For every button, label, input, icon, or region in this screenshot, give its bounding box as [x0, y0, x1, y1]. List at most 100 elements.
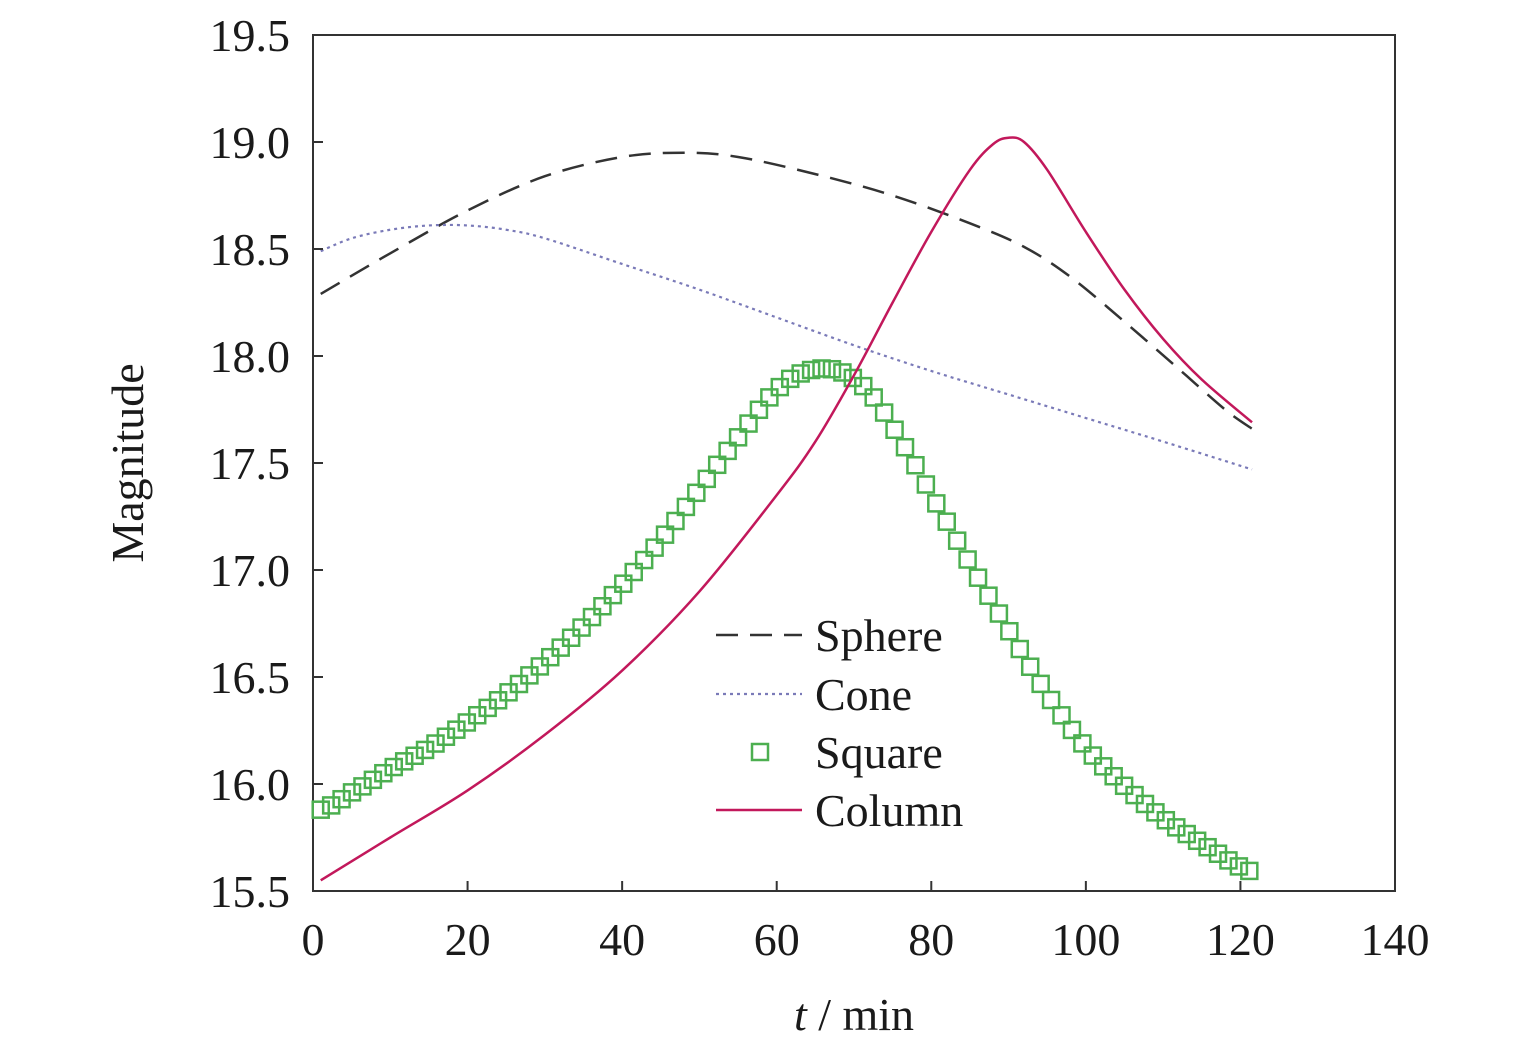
- y-tick-label: 16.0: [210, 759, 291, 810]
- series-square-point: [812, 359, 831, 378]
- series-square-point: [342, 783, 362, 802]
- series-square-point: [1010, 639, 1030, 659]
- series-square-point: [1041, 690, 1061, 710]
- plot-area: [311, 34, 1396, 892]
- series-square-point: [1229, 857, 1249, 876]
- x-tick-label: 100: [1051, 914, 1120, 965]
- x-tick-label: 40: [599, 914, 645, 965]
- series-square-point: [1020, 657, 1040, 676]
- series-square-point: [1062, 720, 1082, 740]
- series-square-point: [1052, 706, 1071, 725]
- y-axis-label: Magnitude: [102, 363, 153, 562]
- legend-label-square: Square: [815, 727, 943, 778]
- legend-label-column: Column: [815, 785, 963, 836]
- series-square-point: [541, 647, 560, 667]
- series-square-point: [572, 618, 591, 637]
- series-column-line: [320, 136, 1253, 882]
- series-square-point: [394, 752, 414, 771]
- legend-label-sphere: Sphere: [815, 610, 943, 661]
- series-square-point: [666, 511, 685, 531]
- series-square-point: [989, 604, 1009, 623]
- series-square-point: [1208, 844, 1228, 863]
- series-square-point: [634, 550, 654, 570]
- series-square-point: [363, 770, 383, 790]
- series-square-point: [384, 757, 404, 777]
- series-square-point: [749, 400, 769, 420]
- y-axis-ticks: 15.5 16.0 16.5 17.0 17.5 18.0 18.5 19.0 19.5: [210, 10, 323, 917]
- series-square-point: [655, 525, 675, 544]
- series-square-point: [1000, 621, 1019, 641]
- series-square-point: [864, 388, 883, 407]
- series-square-point: [728, 428, 748, 447]
- series-square-point: [906, 456, 925, 475]
- series-square-point: [1031, 674, 1050, 694]
- series-square-point: [895, 437, 915, 457]
- x-tick-label: 60: [754, 914, 800, 965]
- series-square-point: [958, 550, 977, 569]
- series-square-point: [1093, 757, 1113, 776]
- legend: Sphere Cone Square Column: [716, 610, 963, 836]
- x-tick-label: 0: [302, 914, 325, 965]
- series-cone-line: [320, 223, 1253, 471]
- series-square-point: [530, 657, 550, 676]
- series-square-point: [593, 597, 612, 616]
- series-square-point: [321, 796, 341, 815]
- series-square-point: [676, 497, 696, 517]
- series-square-point: [780, 369, 800, 389]
- series-square-point: [916, 475, 936, 494]
- series-square-point: [1104, 766, 1123, 786]
- series-square-point: [947, 531, 967, 550]
- legend-marker-square: [750, 742, 770, 762]
- series-square-point: [311, 800, 330, 819]
- series-square-point: [551, 638, 570, 657]
- y-tick-label: 17.5: [210, 438, 291, 489]
- x-tick-label: 120: [1206, 914, 1275, 965]
- x-tick-label: 20: [445, 914, 491, 965]
- series-square-point: [854, 376, 873, 396]
- y-tick-label: 17.0: [210, 545, 291, 596]
- series-square: [311, 359, 1259, 881]
- series-square-point: [927, 494, 946, 513]
- series-square-point: [791, 364, 810, 383]
- series-square-point: [968, 568, 988, 587]
- series-square-point: [979, 586, 998, 605]
- series-square-point: [687, 483, 706, 503]
- series-square-point: [874, 403, 894, 422]
- series-square-point: [739, 414, 758, 433]
- x-axis-ticks: 0 20 40 60 80 100 120 140: [302, 881, 1430, 965]
- series-square-point: [645, 538, 664, 557]
- x-tick-label: 80: [908, 914, 954, 965]
- series-square-point: [937, 512, 956, 531]
- x-tick-label: 140: [1361, 914, 1430, 965]
- series-square-point: [405, 746, 424, 766]
- series-square-point: [603, 585, 623, 605]
- series-square-point: [1177, 824, 1196, 844]
- series-square-point: [885, 420, 904, 439]
- series-square-point: [1187, 831, 1207, 851]
- legend-label-cone: Cone: [815, 669, 912, 720]
- series-square-point: [582, 607, 602, 627]
- series-square-point: [374, 763, 393, 783]
- series-sphere-line: [320, 151, 1253, 430]
- y-tick-label: 15.5: [210, 866, 291, 917]
- series-square-point: [1083, 746, 1103, 765]
- series-square-point: [801, 360, 821, 380]
- y-tick-label: 19.5: [210, 10, 291, 61]
- series-square-point: [718, 441, 737, 461]
- x-axis-label-var: t: [794, 989, 808, 1040]
- series-square-point: [1167, 818, 1186, 837]
- series-square-point: [624, 562, 643, 582]
- y-tick-label: 19.0: [210, 117, 291, 168]
- series-square-point: [353, 777, 372, 796]
- series-square-point: [614, 574, 633, 593]
- series-square-point: [707, 455, 727, 475]
- y-tick-label: 18.0: [210, 331, 291, 382]
- series-square-point: [1219, 851, 1238, 870]
- series-square-point: [1198, 837, 1217, 857]
- series-square-point: [561, 628, 581, 647]
- y-tick-label: 18.5: [210, 224, 291, 275]
- y-tick-label: 16.5: [210, 652, 291, 703]
- series-square-point: [760, 388, 779, 407]
- series-square-point: [1240, 861, 1259, 881]
